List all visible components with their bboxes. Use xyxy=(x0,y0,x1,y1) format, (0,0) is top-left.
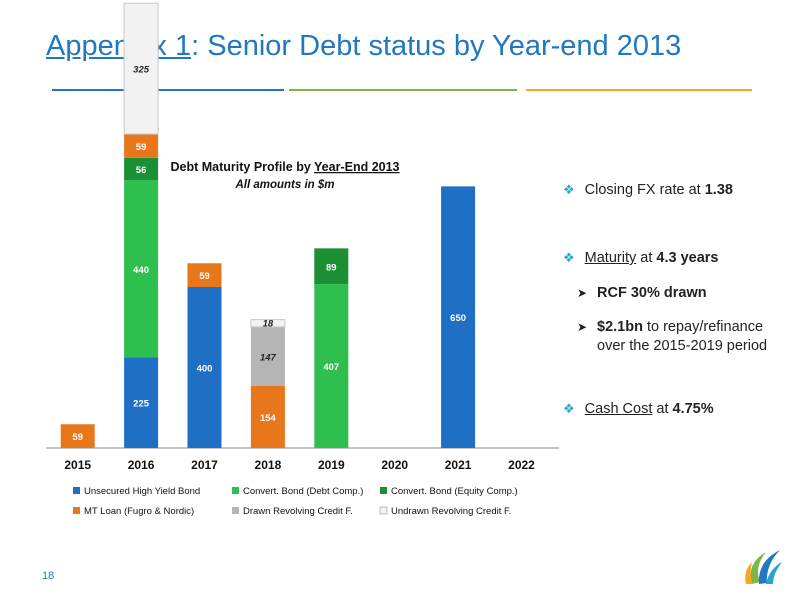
data-label: 407 xyxy=(323,362,339,373)
data-label: 400 xyxy=(197,364,213,375)
bar-segment xyxy=(187,263,222,287)
x-tick-label: 2019 xyxy=(318,458,345,472)
chart-title: Debt Maturity Profile by Year-End 2013 xyxy=(170,160,399,174)
data-label: 147 xyxy=(260,352,277,363)
legend-label: Convert. Bond (Equity Comp.) xyxy=(391,486,518,497)
bar-segment xyxy=(124,157,159,181)
bar-segment xyxy=(124,180,159,358)
bullet-cash-cost: ❖ Cash Cost at 4.75% xyxy=(563,401,714,417)
bullet-fx-value: 1.38 xyxy=(704,182,733,198)
title-rule-green xyxy=(289,89,517,91)
diamond-bullet-icon: ❖ xyxy=(563,401,575,416)
x-tick-label: 2018 xyxy=(255,458,282,472)
chart-subtitle: All amounts in $m xyxy=(234,179,334,191)
subbullet-repay-line2: over the 2015-2019 period xyxy=(597,338,768,354)
data-label: 650 xyxy=(450,313,466,324)
legend-swatch xyxy=(232,487,239,494)
bar-segment xyxy=(250,319,286,328)
x-tick-label: 2015 xyxy=(64,458,91,472)
x-tick-label: 2020 xyxy=(381,458,408,472)
subbullet-rcf: ➤ RCF 30% drawn xyxy=(577,285,707,301)
slide-title-link[interactable]: Appendix 1 xyxy=(46,30,192,62)
legend-swatch xyxy=(73,487,80,494)
data-label: 56 xyxy=(136,165,147,176)
legend-swatch xyxy=(379,506,388,515)
bullet-maturity-text: at xyxy=(636,250,657,266)
bullet-cash-cost-text: at xyxy=(652,401,673,417)
data-label: 59 xyxy=(136,142,147,153)
title-rule-orange xyxy=(526,89,752,91)
legend-label: Convert. Bond (Debt Comp.) xyxy=(243,486,363,497)
arrow-bullet-icon: ➤ xyxy=(577,286,588,300)
legend-label: Drawn Revolving Credit F. xyxy=(243,506,353,517)
diamond-bullet-icon: ❖ xyxy=(563,250,575,265)
subbullet-rcf-text: RCF 30% drawn xyxy=(597,285,707,301)
company-logo xyxy=(745,550,782,584)
subbullet-repay: ➤ $2.1bn to repay/refinance xyxy=(577,319,763,335)
legend-swatch xyxy=(380,487,387,494)
data-label: 225 xyxy=(133,399,150,410)
data-label: 59 xyxy=(72,432,83,443)
subbullet-repay-line1: to repay/refinance xyxy=(642,319,764,335)
legend-label: Unsecured High Yield Bond xyxy=(84,486,200,497)
legend-swatch xyxy=(73,507,80,514)
bar-segment xyxy=(314,284,349,448)
page-number: 18 xyxy=(42,570,55,582)
bullet-maturity-value: 4.3 years xyxy=(656,250,719,266)
data-label: 325 xyxy=(133,65,150,76)
x-tick-label: 2022 xyxy=(508,458,535,472)
bar-segment xyxy=(441,186,476,448)
bullet-cash-cost-link[interactable]: Cash Cost xyxy=(584,401,653,417)
bar-segment xyxy=(250,386,285,448)
bar-segment xyxy=(124,134,159,158)
bar-segment xyxy=(123,2,159,135)
legend-swatch xyxy=(232,507,239,514)
bar-segment xyxy=(124,357,159,448)
arrow-bullet-icon: ➤ xyxy=(577,320,588,334)
data-label: 59 xyxy=(199,271,210,282)
subbullet-repay-amount: $2.1bn xyxy=(597,319,643,335)
bar-segment xyxy=(314,248,349,285)
x-tick-label: 2021 xyxy=(445,458,472,472)
bullet-maturity-link[interactable]: Maturity xyxy=(584,250,637,266)
bar-segment xyxy=(60,424,95,448)
x-tick-label: 2016 xyxy=(128,458,155,472)
bullet-fx-rate: ❖ Closing FX rate at 1.38 xyxy=(563,182,733,198)
bullet-fx-text: Closing FX rate at xyxy=(584,182,705,198)
slide-title: Appendix 1: Senior Debt status by Year-e… xyxy=(46,30,681,63)
legend-label: MT Loan (Fugro & Nordic) xyxy=(84,506,194,517)
bar-segment xyxy=(250,326,285,387)
diamond-bullet-icon: ❖ xyxy=(563,182,575,197)
x-tick-label: 2017 xyxy=(191,458,218,472)
data-label: 18 xyxy=(263,319,274,330)
legend-label: Undrawn Revolving Credit F. xyxy=(391,506,511,517)
bar-segment xyxy=(187,287,222,448)
title-rule-blue xyxy=(52,89,284,91)
bullet-maturity: ❖ Maturity at 4.3 years xyxy=(563,250,718,266)
slide-title-rest: : Senior Debt status by Year-end 2013 xyxy=(191,30,682,62)
data-label: 154 xyxy=(260,413,277,424)
data-label: 440 xyxy=(133,265,149,276)
data-label: 89 xyxy=(326,262,337,273)
bullet-cash-cost-value: 4.75% xyxy=(672,401,714,417)
